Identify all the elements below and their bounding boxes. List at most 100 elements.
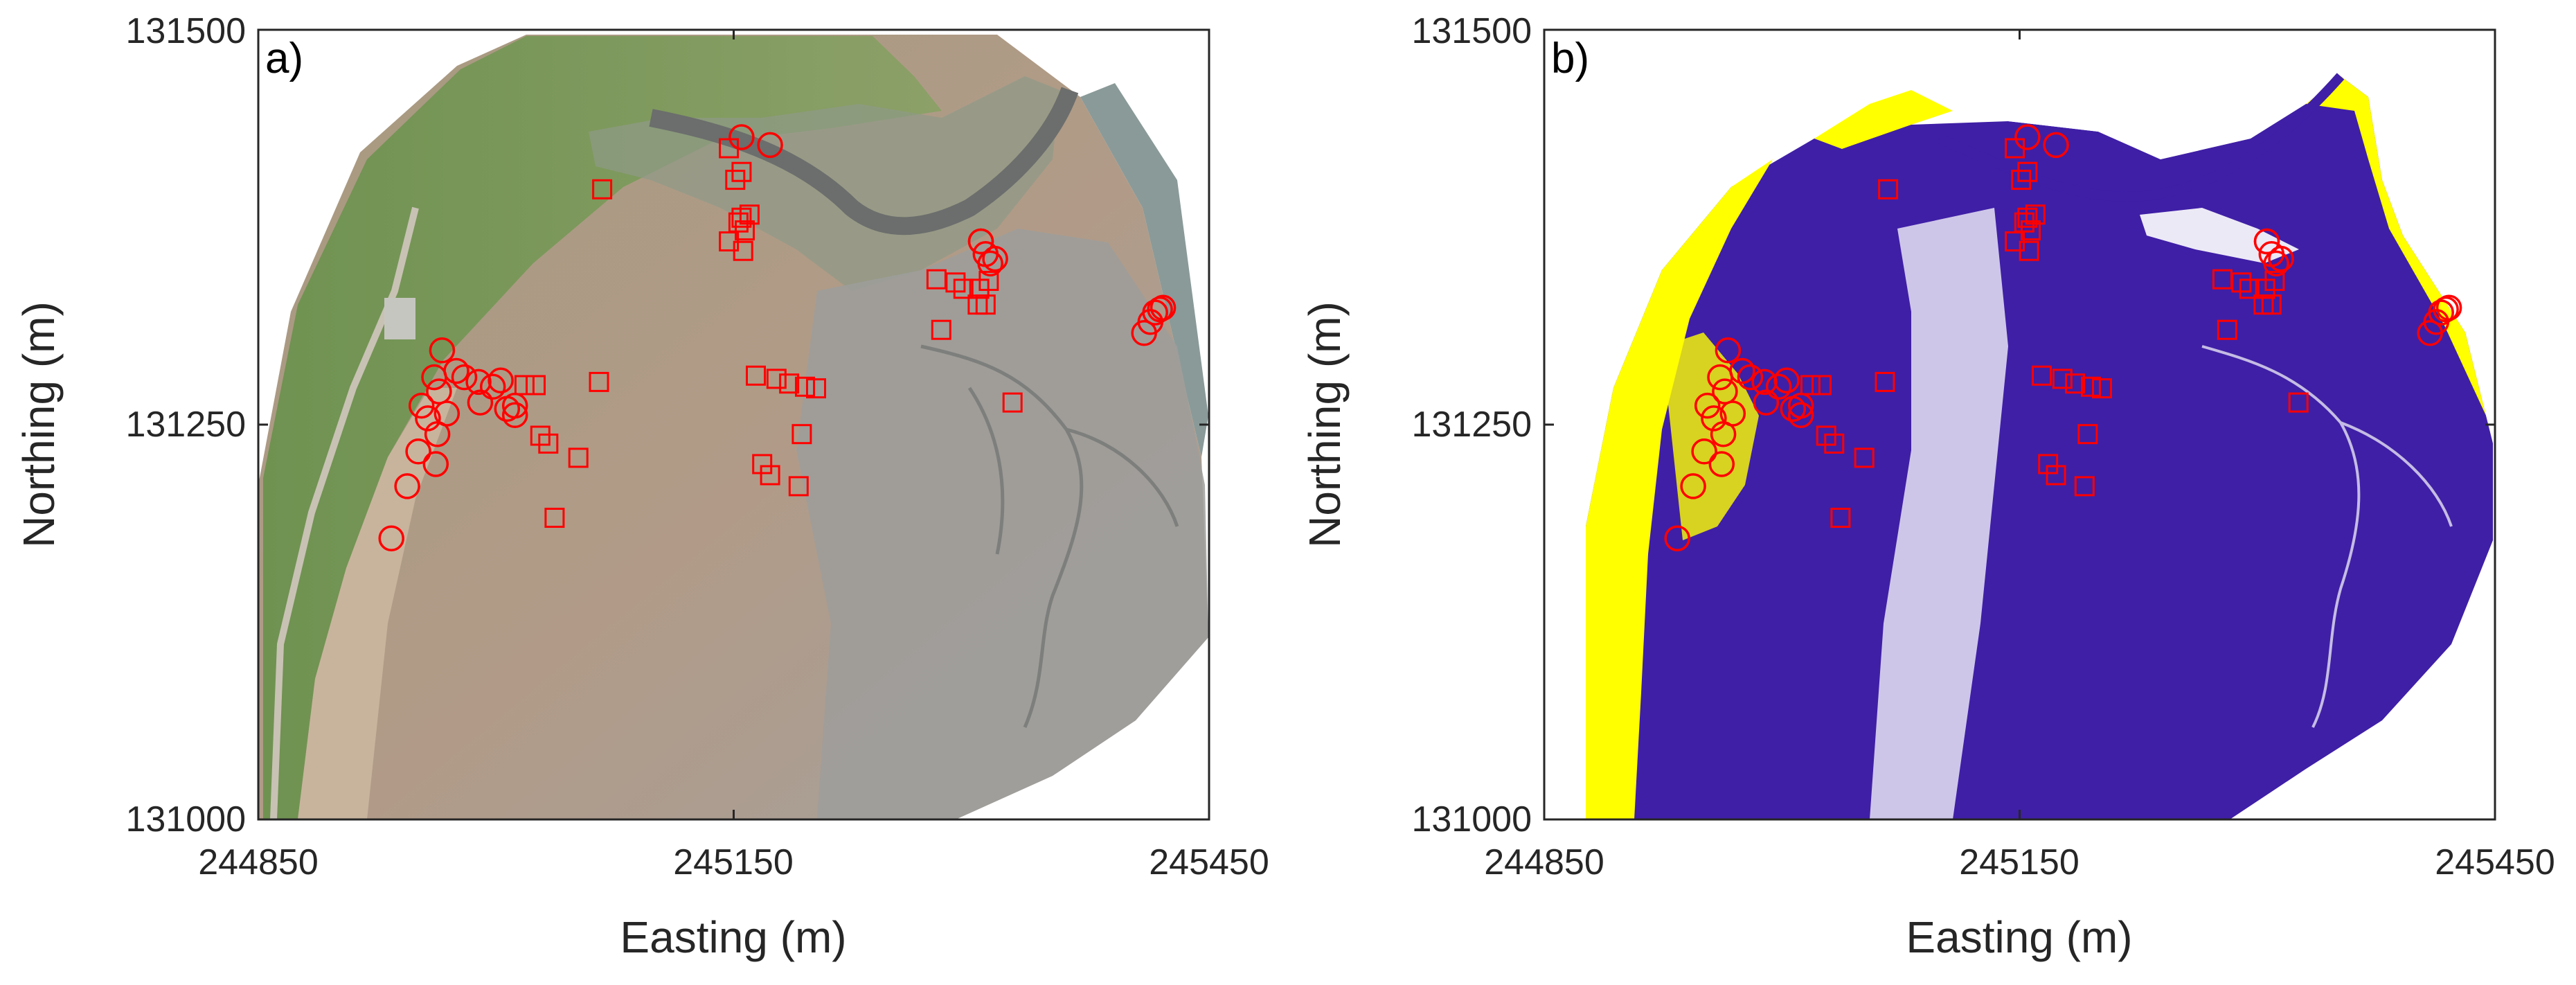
classified-yellow-top — [1814, 90, 1953, 149]
panel-b-ticks — [1543, 28, 2496, 821]
circle-marker — [982, 245, 1008, 272]
photo-grass — [263, 36, 942, 819]
square-marker — [2046, 465, 2066, 486]
panel-b-xtick-245450: 245450 — [2435, 842, 2555, 882]
square-marker — [2074, 476, 2095, 497]
square-marker — [514, 375, 535, 396]
circle-marker — [1729, 357, 1755, 384]
circle-marker — [415, 405, 441, 432]
panel-b-label: b) — [1551, 35, 1589, 82]
square-marker — [975, 294, 996, 315]
square-marker — [592, 179, 613, 199]
circle-marker — [2043, 132, 2069, 159]
circle-marker — [394, 473, 420, 499]
circle-marker — [467, 389, 494, 416]
circle-marker — [1680, 473, 1706, 499]
square-marker — [733, 240, 753, 261]
square-marker — [931, 319, 951, 340]
circle-marker — [1694, 392, 1721, 419]
circle-marker — [977, 250, 1003, 277]
panel-a-ytick-131250: 131250 — [125, 405, 246, 445]
square-marker — [544, 508, 565, 528]
panel-b-background-image — [1586, 42, 2493, 819]
circle-marker — [2014, 124, 2041, 150]
panel-b-xlabel: Easting (m) — [1906, 912, 2132, 962]
panel-b-ytick-131000: 131000 — [1411, 799, 1532, 840]
panel-a-markers — [378, 124, 1177, 551]
square-marker — [526, 375, 546, 396]
circle-marker — [408, 392, 435, 419]
circle-marker — [1765, 373, 1792, 400]
circle-marker — [426, 378, 452, 405]
square-marker — [1812, 375, 1832, 396]
photo-beach — [298, 388, 457, 819]
circle-marker — [405, 438, 431, 465]
square-marker — [2019, 240, 2039, 261]
panel-b-ytick-131250: 131250 — [1411, 405, 1532, 445]
circle-marker — [1753, 389, 1780, 416]
square-marker — [2065, 373, 2086, 394]
panel-b-markers — [1664, 124, 2462, 551]
classified-creeks — [2201, 345, 2453, 728]
square-marker — [978, 271, 999, 291]
circle-marker — [1691, 438, 1717, 465]
circle-marker — [1715, 337, 1742, 364]
square-marker — [568, 447, 589, 468]
square-marker — [2261, 294, 2282, 315]
panel-a-ytick-131000: 131000 — [125, 799, 246, 840]
square-marker — [2017, 161, 2038, 182]
circle-marker — [967, 228, 994, 255]
circle-marker — [465, 369, 492, 396]
panel-b-ytick-131500: 131500 — [1411, 11, 1532, 51]
panel-a-xtick-245450: 245450 — [1149, 842, 1269, 882]
circle-marker — [479, 373, 506, 400]
panel-a-xtick-244850: 244850 — [198, 842, 319, 882]
circle-marker — [1787, 402, 1814, 429]
circle-marker — [1737, 364, 1764, 391]
square-marker — [589, 371, 609, 392]
panel-a-xlabel: Easting (m) — [620, 912, 846, 962]
classified-top-outline — [1937, 73, 2345, 202]
square-marker — [746, 365, 766, 386]
circle-marker — [501, 402, 528, 429]
circle-marker — [1150, 294, 1177, 321]
square-marker — [1824, 433, 1845, 454]
square-marker — [2032, 365, 2052, 386]
circle-marker — [378, 525, 404, 551]
square-marker — [2288, 392, 2309, 413]
square-marker — [2011, 170, 2032, 190]
square-marker — [2081, 376, 2101, 397]
circle-marker — [2263, 250, 2289, 277]
photo-water — [1080, 83, 1208, 457]
square-marker — [788, 476, 809, 497]
square-marker — [725, 170, 746, 190]
square-marker — [779, 373, 800, 394]
square-marker — [1854, 447, 1875, 468]
circle-marker — [1701, 405, 1727, 432]
circle-marker — [757, 132, 783, 159]
square-marker — [2231, 272, 2252, 293]
square-marker — [1002, 392, 1023, 413]
circle-marker — [422, 451, 449, 477]
square-marker — [1800, 375, 1821, 396]
panel-b-classified-image: b) 131500 131250 131000 244850 245150 24… — [1300, 11, 2555, 962]
circle-marker — [1708, 451, 1735, 477]
panel-a-ytick-131500: 131500 — [125, 11, 246, 51]
panel-b-xtick-244850: 244850 — [1484, 842, 1604, 882]
square-marker — [752, 454, 773, 474]
circle-marker — [1712, 378, 1738, 405]
square-marker — [1878, 179, 1899, 199]
square-marker — [2092, 378, 2112, 399]
square-marker — [538, 433, 559, 454]
circle-marker — [2435, 294, 2462, 321]
square-marker — [945, 272, 966, 293]
photo-car-park — [384, 298, 415, 339]
square-marker — [2264, 271, 2285, 291]
panel-a-ticks — [257, 28, 1210, 821]
square-marker — [2077, 424, 2098, 445]
panel-a-xtick-245150: 245150 — [673, 842, 794, 882]
square-marker — [1830, 508, 1851, 528]
circle-marker — [1664, 525, 1690, 551]
circle-marker — [728, 124, 755, 150]
